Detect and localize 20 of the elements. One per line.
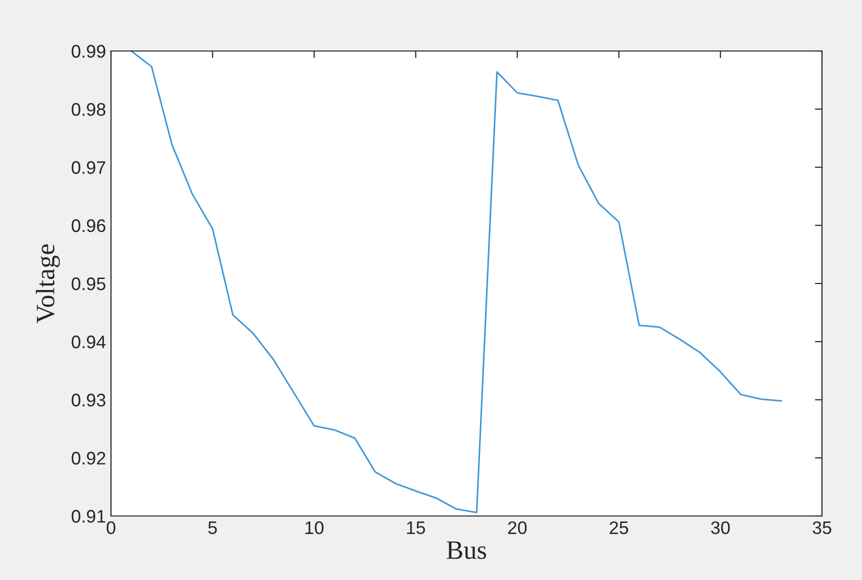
x-tick-label: 0 [106,521,116,534]
x-tick-label: 5 [208,522,217,534]
y-tick-label: 0.99 [72,44,106,58]
x-tick-label: 30 [711,521,730,534]
y-tick-label: 0.94 [72,336,106,348]
x-tick-label: 20 [508,521,527,534]
y-tick-label: 0.91 [72,510,106,523]
x-tick-label: 10 [305,521,324,534]
x-tick-label: 25 [610,521,628,534]
y-tick-label: 0.95 [72,277,106,290]
x-axis-title: Bus [446,542,486,560]
y-tick-label: 0.92 [72,452,106,465]
x-tick-label: 35 [812,521,832,534]
y-tick-label: 0.97 [72,161,106,174]
y-axis-title: Voltage [36,244,60,324]
y-tick-label: 0.93 [72,394,106,406]
y-tick-label: 0.98 [72,103,106,116]
y-tick-label: 0.96 [72,219,106,232]
line-series [130,51,782,514]
x-tick-label: 15 [407,522,425,534]
